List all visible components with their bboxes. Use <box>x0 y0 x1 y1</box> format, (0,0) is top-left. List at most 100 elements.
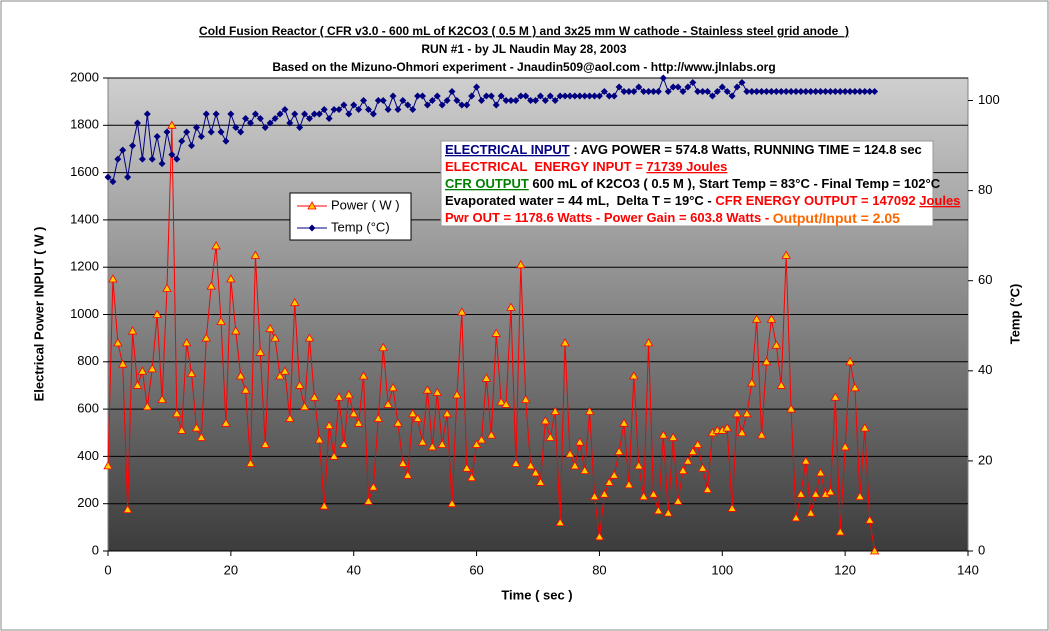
marker <box>247 119 255 127</box>
annotation-box <box>440 140 934 227</box>
marker <box>663 508 673 517</box>
marker <box>163 128 171 136</box>
marker <box>432 387 442 396</box>
annotation-line: CFR OUTPUT 600 mL of K2CO3 ( 0.5 M ), St… <box>445 176 941 191</box>
marker <box>319 501 329 510</box>
marker <box>654 88 662 96</box>
marker <box>452 390 462 399</box>
marker <box>835 527 845 536</box>
marker <box>245 458 256 467</box>
marker <box>825 487 836 496</box>
marker <box>575 437 585 446</box>
marker <box>502 97 510 105</box>
marker <box>815 468 826 477</box>
marker <box>708 92 716 100</box>
marker <box>286 119 294 127</box>
marker <box>787 88 795 96</box>
marker <box>280 366 290 375</box>
marker <box>556 92 564 100</box>
annotation-line: ELECTRICAL INPUT : AVG POWER = 574.8 Wat… <box>445 142 922 157</box>
marker <box>114 155 122 163</box>
marker <box>649 88 657 96</box>
marker <box>658 430 669 439</box>
marker <box>718 83 726 91</box>
marker <box>275 371 285 380</box>
marker <box>308 224 316 232</box>
marker <box>364 106 372 114</box>
marker <box>792 88 800 96</box>
marker <box>433 92 441 100</box>
marker <box>841 88 849 96</box>
annotation-text: ELECTRICAL ENERGY INPUT = <box>445 159 646 174</box>
marker <box>240 385 251 394</box>
marker <box>771 340 782 349</box>
marker <box>614 446 624 456</box>
marker <box>260 439 270 448</box>
marker <box>186 368 197 378</box>
marker <box>776 380 786 389</box>
marker <box>399 97 407 105</box>
marker <box>732 409 742 418</box>
marker <box>782 88 790 96</box>
marker <box>438 101 446 109</box>
marker <box>560 338 570 347</box>
marker <box>314 435 325 444</box>
marker <box>183 128 191 136</box>
marker <box>669 83 677 91</box>
marker <box>684 83 692 91</box>
marker <box>697 463 708 472</box>
marker <box>232 124 240 132</box>
y2-tick-label: 80 <box>978 182 992 197</box>
annotation-text: : AVG POWER = 574.8 Watts, RUNNING TIME … <box>570 142 922 157</box>
marker <box>527 97 535 105</box>
marker <box>753 88 761 96</box>
marker <box>570 461 580 470</box>
marker <box>353 418 364 427</box>
x-tick-label: 100 <box>711 562 733 577</box>
marker <box>810 489 821 498</box>
marker <box>217 128 225 136</box>
marker <box>325 115 333 123</box>
marker <box>516 260 526 269</box>
marker <box>422 385 433 394</box>
marker <box>379 97 387 105</box>
marker <box>501 399 511 408</box>
y2-tick-label: 0 <box>978 542 985 557</box>
marker <box>235 371 246 380</box>
marker <box>855 491 865 501</box>
marker <box>299 401 310 411</box>
annotation-line: ELECTRICAL ENERGY INPUT = 71739 Joules <box>445 159 727 174</box>
marker <box>307 201 317 210</box>
marker <box>599 489 610 498</box>
marker <box>625 88 633 96</box>
marker <box>737 427 747 437</box>
marker <box>591 92 599 100</box>
marker <box>330 106 338 114</box>
marker <box>168 151 176 159</box>
marker <box>158 160 166 168</box>
marker <box>266 119 274 127</box>
y-tick-label: 200 <box>77 495 99 510</box>
annotation-text: Output/Input = 2.05 <box>773 210 900 226</box>
marker <box>643 338 654 347</box>
marker <box>496 397 506 406</box>
marker <box>127 326 138 335</box>
marker <box>329 451 339 460</box>
marker <box>310 110 318 118</box>
x-tick-label: 0 <box>104 562 111 577</box>
marker <box>845 356 855 366</box>
marker <box>869 546 880 555</box>
y-tick-label: 1400 <box>70 211 99 226</box>
marker <box>579 465 590 474</box>
marker <box>414 92 422 100</box>
marker <box>738 79 746 87</box>
y-tick-label: 1200 <box>70 259 99 274</box>
marker <box>727 503 737 512</box>
marker <box>339 439 349 448</box>
marker <box>265 323 275 333</box>
marker <box>344 390 354 399</box>
marker <box>129 142 137 150</box>
marker <box>458 101 466 109</box>
marker <box>167 120 177 129</box>
y2-tick-label: 20 <box>978 452 992 467</box>
